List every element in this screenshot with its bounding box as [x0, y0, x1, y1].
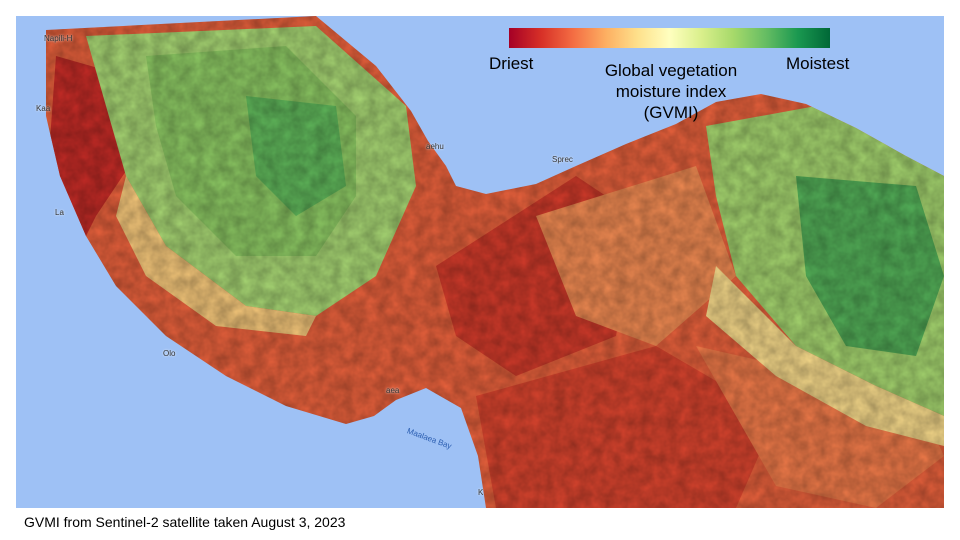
legend-title-line: moisture index	[615, 82, 727, 101]
place-label: Sprec	[552, 155, 573, 164]
legend-max-label: Moistest	[786, 54, 850, 73]
legend-title-line: Global vegetation	[604, 61, 738, 80]
legend-color-bar	[509, 28, 830, 48]
gvmi-satellite-map	[16, 16, 944, 508]
place-label: Napili-H	[44, 34, 73, 43]
figure-caption: GVMI from Sentinel-2 satellite taken Aug…	[24, 514, 346, 530]
place-label: K	[478, 488, 484, 497]
legend-title: Global vegetation moisture index (GVMI)	[576, 60, 766, 123]
place-label: aehu	[426, 142, 444, 151]
place-label: La	[55, 208, 64, 217]
legend-min-label: Driest	[489, 54, 534, 73]
place-label: Kaa	[36, 104, 51, 113]
place-label: Olo	[163, 349, 176, 358]
place-label: aea	[386, 386, 400, 395]
legend-title-line: (GVMI)	[643, 103, 699, 122]
